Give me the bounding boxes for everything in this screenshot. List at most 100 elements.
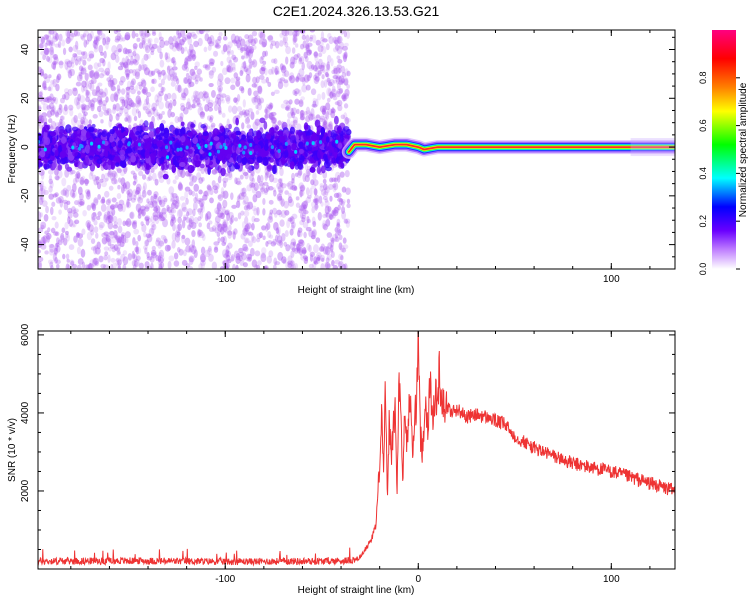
heat-noise-cell [96, 241, 101, 250]
heat-noise-cell [284, 30, 290, 37]
heat-noise-cell [99, 57, 105, 64]
heat-noise-cell [257, 260, 262, 266]
heat-noise-cell [215, 42, 220, 48]
heat-noise-cell [132, 253, 136, 259]
heat-noise-cell [340, 78, 346, 84]
heat-noise-cell [62, 199, 68, 204]
heat-noise-cell [80, 67, 87, 75]
heat-noise-cell [249, 247, 255, 257]
heat-noise-cell [337, 36, 341, 45]
heat-noise-cell [298, 239, 304, 244]
heat-noise-cell [40, 221, 47, 230]
heat-noise-cell [104, 251, 109, 256]
heat-noise-cell [246, 184, 252, 192]
heat-noise-cell [188, 217, 193, 225]
heat-noise-cell [48, 30, 55, 35]
heat-band-cell [131, 136, 138, 141]
heat-noise-cell [179, 116, 183, 123]
heat-noise-cell [59, 235, 65, 243]
heat-noise-cell [308, 72, 313, 79]
heat-noise-cell [181, 234, 186, 244]
heat-noise-cell [151, 245, 156, 252]
heat-noise-cell [313, 74, 318, 81]
heat-noise-cell [207, 36, 213, 45]
heat-noise-cell [311, 103, 318, 108]
heat-noise-cell [290, 263, 296, 269]
heat-noise-cell [105, 234, 111, 243]
heat-noise-cell [331, 259, 335, 267]
heat-noise-cell [76, 97, 81, 106]
heat-noise-cell [207, 45, 212, 51]
heat-noise-cell [276, 229, 280, 238]
heat-noise-cell [264, 170, 269, 179]
heat-noise-cell [241, 252, 247, 261]
heat-noise-cell [334, 171, 341, 181]
heat-noise-cell [113, 49, 119, 57]
heat-band-cell [39, 150, 46, 158]
heat-noise-cell [200, 262, 205, 269]
heat-noise-cell [146, 176, 151, 182]
heat-noise-cell [252, 194, 258, 203]
heat-noise-cell [154, 94, 159, 103]
heat-band-cell [291, 143, 297, 151]
heat-noise-cell [243, 44, 248, 52]
heat-noise-cell [177, 116, 184, 123]
heat-peak-cell [249, 143, 253, 148]
heat-noise-cell [49, 261, 54, 268]
heat-noise-cell [222, 218, 226, 227]
heat-noise-cell [41, 200, 48, 207]
heat-noise-cell [320, 31, 325, 40]
heat-noise-cell [66, 60, 73, 68]
heat-noise-cell [326, 61, 330, 71]
heat-noise-cell [178, 42, 183, 50]
heat-noise-cell [118, 199, 125, 206]
heat-noise-cell [102, 103, 107, 112]
heat-noise-cell [100, 33, 106, 40]
heat-noise-cell [313, 194, 320, 204]
heat-band-cell [84, 144, 91, 154]
heat-noise-cell [241, 191, 247, 197]
heat-noise-cell [150, 252, 157, 258]
heat-noise-cell [191, 103, 196, 109]
heat-noise-cell [140, 221, 144, 227]
heat-noise-cell [236, 196, 241, 203]
heat-band-cell [192, 137, 198, 144]
heat-noise-cell [299, 189, 305, 197]
heat-noise-cell [199, 111, 206, 120]
heat-noise-cell [325, 102, 331, 111]
heat-noise-cell [245, 50, 251, 57]
heat-band-cell [310, 158, 315, 164]
heat-noise-cell [57, 107, 63, 116]
heat-noise-cell [256, 206, 260, 216]
heat-noise-cell [59, 120, 66, 127]
heat-noise-cell [46, 105, 52, 110]
heat-noise-cell [78, 65, 84, 72]
heat-band-cell [109, 128, 115, 135]
heat-noise-cell [273, 58, 278, 65]
heat-noise-cell [294, 88, 300, 95]
heat-noise-cell [158, 212, 163, 219]
heat-noise-cell [303, 204, 307, 210]
heat-noise-cell [106, 172, 111, 177]
heat-noise-cell [287, 180, 294, 190]
heat-noise-cell [338, 253, 344, 261]
heat-noise-cell [344, 88, 350, 97]
heat-noise-cell [230, 84, 236, 91]
heat-noise-cell [342, 244, 349, 250]
heat-noise-cell [330, 250, 335, 258]
heat-noise-cell [90, 30, 94, 39]
heat-noise-cell [255, 190, 262, 199]
heat-noise-cell [121, 57, 126, 65]
heat-noise-cell [227, 41, 233, 49]
heat-noise-cell [144, 45, 151, 54]
heat-noise-cell [129, 211, 135, 220]
heat-noise-cell [287, 196, 293, 204]
heat-band-cell [343, 125, 350, 132]
heat-noise-cell [158, 31, 162, 39]
heat-noise-cell [209, 197, 214, 204]
heat-noise-cell [52, 78, 57, 88]
heat-noise-cell [181, 259, 188, 266]
heat-noise-cell [174, 230, 181, 238]
heat-noise-cell [52, 60, 57, 66]
